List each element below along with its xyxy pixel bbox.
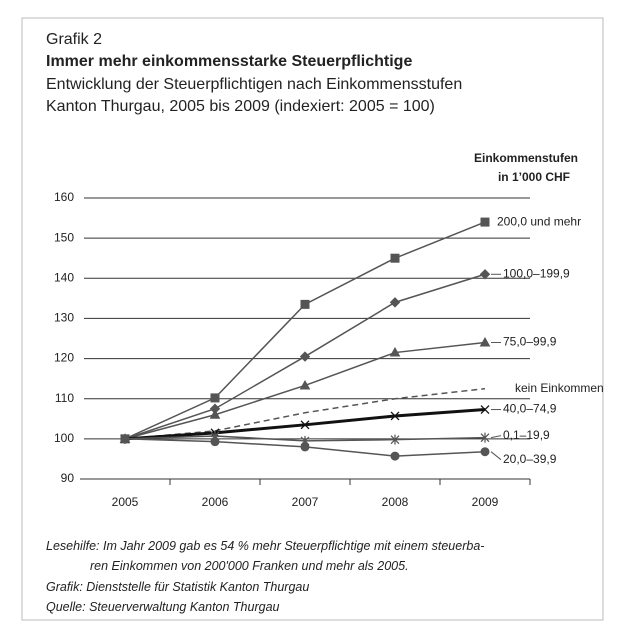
marker — [209, 409, 221, 419]
legend-label: kein Einkommen — [515, 381, 604, 395]
legend-label: 100,0–199,9 — [503, 266, 570, 280]
x-tick-label: 2008 — [382, 495, 409, 509]
note: Grafik: Dienststelle für Statistik Kanto… — [46, 580, 309, 594]
marker — [479, 336, 491, 347]
y-tick-label: 140 — [54, 270, 74, 284]
marker — [390, 253, 400, 263]
note: ren Einkommen von 200'000 Franken und me… — [90, 559, 409, 573]
marker — [300, 442, 310, 452]
y-tick-label: 150 — [54, 230, 74, 244]
y-tick-label: 160 — [54, 190, 74, 204]
marker — [300, 299, 310, 309]
leader-line — [490, 435, 502, 439]
y-tick-label: 120 — [54, 351, 74, 365]
legend-label: 75,0–99,9 — [503, 335, 557, 349]
x-tick-label: 2009 — [472, 495, 499, 509]
marker — [210, 437, 220, 447]
y-tick-label: 100 — [54, 431, 74, 445]
marker — [480, 447, 490, 457]
subtitle: Entwicklung der Steuerpflichtigen nach E… — [46, 76, 462, 93]
marker — [390, 451, 400, 461]
chart-title: Immer mehr einkommensstarke Steuerpflich… — [46, 53, 412, 70]
x-tick-label: 2006 — [202, 495, 229, 509]
legend-label: 40,0–74,9 — [503, 402, 557, 416]
marker — [390, 434, 400, 445]
series-line — [124, 221, 486, 440]
marker — [120, 434, 130, 444]
y-tick-label: 130 — [54, 311, 74, 325]
legend-title: Einkommenstufen — [474, 151, 578, 165]
y-tick-label: 110 — [55, 391, 74, 405]
x-tick-label: 2005 — [112, 495, 139, 509]
x-tick-label: 2007 — [292, 495, 319, 509]
legend-title: in 1’000 CHF — [498, 170, 570, 184]
chart-label: Grafik 2 — [46, 31, 102, 48]
marker — [390, 411, 400, 421]
frame — [21, 17, 604, 621]
leader-line — [490, 451, 502, 461]
marker — [480, 405, 490, 415]
marker — [389, 297, 401, 308]
marker — [480, 217, 490, 227]
note: Quelle: Steuerverwaltung Kanton Thurgau — [46, 600, 280, 614]
marker — [299, 379, 311, 390]
marker — [300, 420, 310, 430]
marker — [210, 393, 220, 403]
marker — [299, 351, 311, 362]
legend-label: 0,1–19,9 — [503, 428, 550, 442]
subtitle: Kanton Thurgau, 2005 bis 2009 (indexiert… — [46, 98, 435, 115]
marker — [479, 269, 491, 280]
legend-label: 200,0 und mehr — [497, 214, 581, 228]
note: Lesehilfe: Im Jahr 2009 gab es 54 % mehr… — [46, 539, 484, 553]
marker — [480, 432, 490, 443]
legend-label: 20,0–39,9 — [503, 452, 557, 466]
y-tick-label: 90 — [61, 471, 75, 485]
marker — [389, 347, 401, 357]
